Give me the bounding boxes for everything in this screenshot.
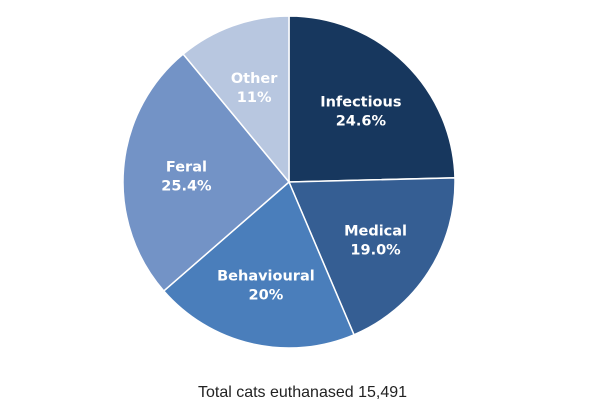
pie-slice-medical [287, 177, 456, 336]
slice-label-infectious: Infectious [320, 94, 401, 110]
slice-label-other: Other [231, 71, 278, 87]
slice-label-behavioural: Behavioural [217, 268, 315, 284]
slice-value-medical: 19.0% [350, 243, 401, 259]
slice-value-behavioural: 20% [249, 287, 284, 303]
slice-label-medical: Medical [344, 224, 407, 240]
pie-slice-feral [122, 53, 291, 293]
pie-slice-other [182, 15, 290, 185]
pie-slice-infectious [288, 15, 456, 183]
chart-caption: Total cats euthanased 15,491 [197, 384, 408, 401]
slice-label-feral: Feral [166, 160, 207, 176]
pie-slice-behavioural [162, 180, 355, 349]
slice-value-infectious: 24.6% [336, 113, 387, 129]
slice-value-other: 11% [237, 90, 272, 106]
slice-value-feral: 25.4% [161, 179, 212, 195]
